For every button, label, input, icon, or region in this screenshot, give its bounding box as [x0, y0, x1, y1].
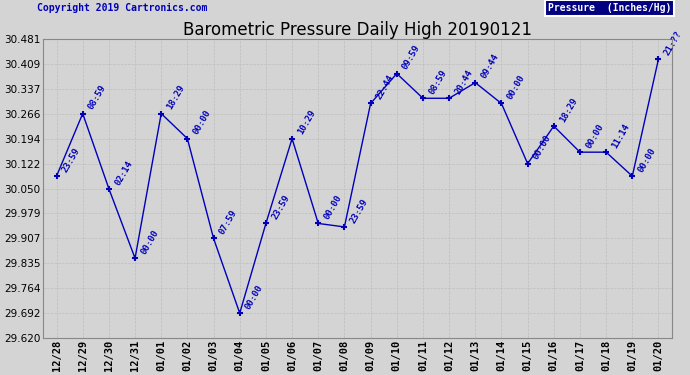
Text: 11:14: 11:14 [611, 122, 631, 150]
Text: 18:29: 18:29 [558, 96, 579, 124]
Text: 08:59: 08:59 [427, 68, 449, 96]
Text: 18:29: 18:29 [166, 84, 186, 111]
Text: 23:59: 23:59 [270, 194, 291, 221]
Text: 23:59: 23:59 [348, 197, 370, 225]
Text: 02:14: 02:14 [113, 159, 135, 186]
Text: 00:00: 00:00 [139, 228, 161, 256]
Text: 00:00: 00:00 [506, 74, 527, 101]
Text: 00:00: 00:00 [636, 146, 658, 174]
Text: 09:44: 09:44 [480, 53, 501, 81]
Text: 23:59: 23:59 [61, 146, 82, 174]
Text: Pressure  (Inches/Hg): Pressure (Inches/Hg) [548, 3, 671, 13]
Text: Copyright 2019 Cartronics.com: Copyright 2019 Cartronics.com [37, 3, 208, 13]
Text: 07:59: 07:59 [218, 209, 239, 236]
Text: 22:44: 22:44 [375, 74, 396, 101]
Text: 00:00: 00:00 [584, 122, 605, 150]
Text: 10:29: 10:29 [296, 109, 317, 136]
Text: 09:59: 09:59 [401, 44, 422, 71]
Text: 00:00: 00:00 [322, 194, 344, 221]
Text: 20:44: 20:44 [453, 68, 475, 96]
Text: 21:??: 21:?? [662, 29, 684, 57]
Text: 00:00: 00:00 [532, 134, 553, 162]
Text: 00:00: 00:00 [244, 283, 265, 311]
Text: 00:00: 00:00 [192, 109, 213, 136]
Text: 08:59: 08:59 [87, 84, 108, 111]
Title: Barometric Pressure Daily High 20190121: Barometric Pressure Daily High 20190121 [183, 21, 532, 39]
